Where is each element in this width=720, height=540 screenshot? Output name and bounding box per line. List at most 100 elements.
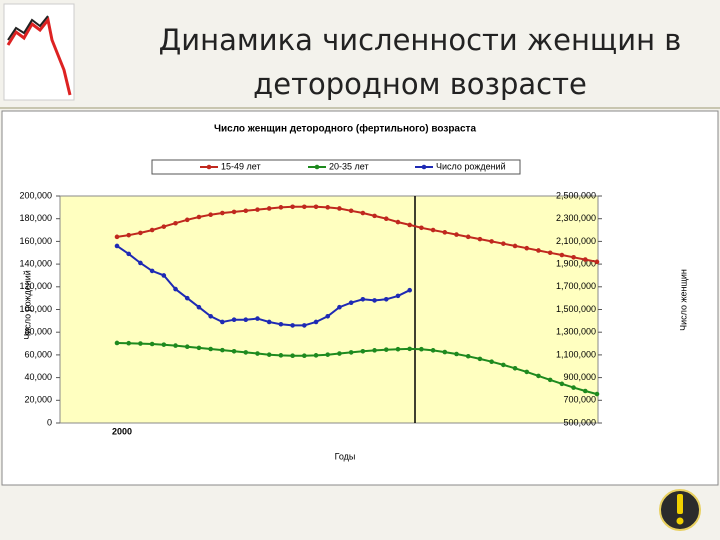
data-point (360, 296, 366, 302)
data-point (313, 319, 319, 325)
data-point (524, 245, 530, 251)
data-point (512, 243, 518, 249)
data-point (161, 224, 167, 229)
data-point (571, 254, 576, 260)
y2-tick-label: 1,900,000 (556, 258, 596, 268)
legend-label: 15-49 лет (221, 161, 261, 171)
data-point (430, 348, 436, 353)
warning-bar (677, 494, 683, 514)
data-point (278, 205, 284, 210)
data-point (594, 391, 600, 397)
data-point (278, 353, 284, 358)
data-point (126, 340, 132, 346)
y2-tick-label: 1,300,000 (556, 327, 596, 337)
data-point (149, 227, 155, 233)
data-point (173, 286, 178, 292)
data-point (383, 347, 389, 352)
data-point (302, 204, 307, 210)
data-point (126, 251, 132, 257)
data-point (489, 359, 494, 365)
y2-tick-label: 500,000 (563, 417, 596, 427)
y2-tick-label: 1,700,000 (556, 281, 596, 291)
y-tick-label: 160,000 (19, 236, 52, 246)
data-point (149, 341, 155, 347)
data-point (255, 351, 260, 356)
data-point (220, 319, 225, 325)
legend-marker (206, 164, 212, 170)
chart-title: Число женщин детородного (фертильного) в… (214, 123, 476, 135)
y-tick-label: 80,000 (24, 327, 52, 337)
y2-tick-label: 900,000 (563, 372, 596, 382)
data-point (325, 314, 331, 319)
data-point (395, 219, 401, 225)
data-point (501, 241, 506, 246)
x-axis-title: Годы (335, 451, 356, 461)
data-point (184, 295, 190, 301)
data-point (360, 348, 366, 354)
data-point (559, 381, 565, 387)
legend (151, 159, 521, 175)
data-point (465, 234, 471, 240)
legend-marker (421, 164, 427, 170)
data-point (302, 323, 307, 328)
y2-tick-label: 1,100,000 (556, 349, 596, 359)
data-point (290, 204, 295, 210)
data-point (360, 210, 366, 216)
data-point (571, 385, 576, 390)
data-point (173, 343, 178, 348)
data-point (255, 207, 260, 212)
data-point (372, 213, 377, 219)
y2-axis-title: Число женщин (678, 269, 688, 331)
data-point (114, 243, 120, 249)
warning-dot (676, 517, 684, 525)
data-point (559, 252, 565, 258)
data-point (465, 353, 471, 359)
data-point (149, 268, 155, 274)
y2-tick-label: 700,000 (563, 395, 596, 405)
data-point (138, 260, 143, 266)
y-tick-label: 120,000 (19, 281, 52, 291)
data-point (114, 340, 120, 346)
data-point (348, 350, 354, 355)
data-point (196, 345, 202, 351)
y2-tick-label: 2,100,000 (556, 236, 596, 246)
data-point (243, 350, 249, 355)
data-point (325, 205, 331, 210)
y-tick-label: 100,000 (19, 304, 52, 314)
data-point (138, 230, 143, 236)
data-point (138, 341, 143, 346)
data-point (161, 342, 167, 347)
y-tick-label: 20,000 (24, 395, 52, 405)
data-point (126, 232, 132, 238)
data-point (231, 317, 237, 323)
data-point (290, 353, 295, 358)
data-point (477, 236, 483, 242)
data-point (290, 323, 295, 328)
data-point (395, 293, 401, 299)
data-point (208, 314, 213, 319)
data-point (184, 217, 190, 223)
data-point (208, 346, 213, 352)
data-point (582, 257, 588, 262)
data-point (536, 373, 541, 379)
data-point (266, 206, 272, 211)
data-point (196, 214, 202, 220)
data-point (302, 353, 307, 358)
legend-label: Число рождений (436, 161, 506, 171)
data-point (454, 351, 459, 357)
data-point (407, 346, 412, 352)
data-point (442, 349, 448, 355)
data-point (231, 209, 237, 215)
data-point (278, 321, 284, 327)
data-point (313, 204, 319, 210)
y-tick-label: 60,000 (24, 349, 52, 359)
data-point (266, 352, 272, 357)
data-point (383, 296, 389, 302)
data-point (477, 356, 483, 362)
data-point (348, 208, 354, 214)
data-point (536, 248, 541, 253)
data-point (395, 346, 401, 352)
data-point (372, 298, 377, 303)
